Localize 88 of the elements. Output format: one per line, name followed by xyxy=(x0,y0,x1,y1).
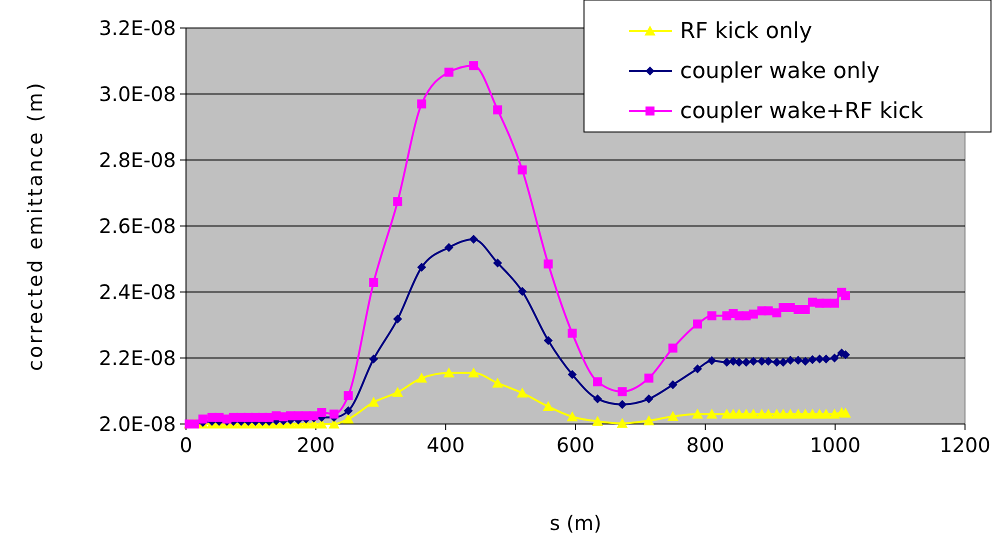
y-tick-label: 2.0E-08 xyxy=(98,412,176,436)
point xyxy=(344,406,353,416)
point xyxy=(800,356,810,366)
x-axis-title: s (m) xyxy=(550,511,602,535)
point xyxy=(516,387,528,398)
point xyxy=(330,410,339,419)
point xyxy=(644,394,654,404)
y-tick-label: 2.6E-08 xyxy=(98,214,176,238)
legend-label: coupler wake+RF kick xyxy=(680,99,924,124)
point xyxy=(830,298,840,308)
y-axis-title: corrected emittance (m) xyxy=(23,80,47,372)
x-tick-label: 600 xyxy=(556,433,595,457)
point xyxy=(443,367,454,378)
point xyxy=(198,414,208,424)
point xyxy=(492,378,504,388)
point xyxy=(469,234,478,244)
x-tick-label: 200 xyxy=(296,433,335,457)
point xyxy=(518,286,527,296)
point xyxy=(417,99,426,108)
point xyxy=(616,418,628,428)
point xyxy=(706,408,718,419)
point xyxy=(369,278,378,287)
point xyxy=(317,408,326,417)
point xyxy=(368,396,380,407)
point xyxy=(369,354,378,364)
point xyxy=(493,258,502,268)
point xyxy=(692,408,704,419)
point xyxy=(820,408,832,419)
point xyxy=(742,358,751,367)
y-tick-label: 2.8E-08 xyxy=(98,148,176,172)
point xyxy=(518,165,527,174)
point xyxy=(830,354,840,362)
point xyxy=(808,355,817,364)
legend-label: coupler wake only xyxy=(680,59,880,84)
point xyxy=(841,291,850,300)
point xyxy=(544,336,553,346)
point xyxy=(644,374,654,383)
y-tick-label: 3.2E-08 xyxy=(98,16,176,40)
point xyxy=(822,354,831,364)
y-tick-label: 2.4E-08 xyxy=(98,280,176,304)
point xyxy=(643,415,654,426)
point xyxy=(544,259,553,268)
point xyxy=(468,367,480,378)
point xyxy=(568,370,577,379)
x-tick-label: 1200 xyxy=(940,433,990,457)
point xyxy=(592,416,604,426)
x-tick-label: 1000 xyxy=(810,433,861,457)
point xyxy=(342,414,354,424)
point xyxy=(444,242,454,252)
point xyxy=(840,408,852,418)
point xyxy=(593,394,602,404)
point xyxy=(618,387,627,396)
x-tick-label: 800 xyxy=(686,433,724,457)
point xyxy=(493,105,502,114)
point xyxy=(393,197,402,206)
point xyxy=(794,356,803,365)
point xyxy=(593,377,602,386)
point xyxy=(416,372,428,383)
y-tick-label: 3.0E-08 xyxy=(98,82,176,106)
point xyxy=(693,364,702,374)
point xyxy=(829,408,840,419)
point xyxy=(393,314,402,324)
point xyxy=(392,386,404,397)
point xyxy=(748,408,759,419)
point xyxy=(469,61,478,70)
point xyxy=(668,344,678,353)
x-tick-label: 0 xyxy=(180,433,192,457)
point xyxy=(734,358,744,367)
point xyxy=(707,356,716,366)
point xyxy=(542,401,554,412)
point xyxy=(618,400,627,410)
point xyxy=(707,311,716,320)
point xyxy=(786,356,795,365)
point xyxy=(722,358,732,367)
point xyxy=(568,328,577,338)
point xyxy=(668,380,678,390)
point xyxy=(784,408,796,419)
point xyxy=(344,391,353,400)
point xyxy=(444,68,454,77)
point xyxy=(748,356,758,366)
point xyxy=(762,408,774,419)
point xyxy=(667,410,678,421)
point xyxy=(566,411,578,422)
legend-label: RF kick only xyxy=(680,19,812,44)
y-tick-label: 2.2E-08 xyxy=(98,346,176,370)
x-tick-label: 400 xyxy=(426,433,465,457)
point xyxy=(693,320,702,329)
point xyxy=(417,262,426,272)
